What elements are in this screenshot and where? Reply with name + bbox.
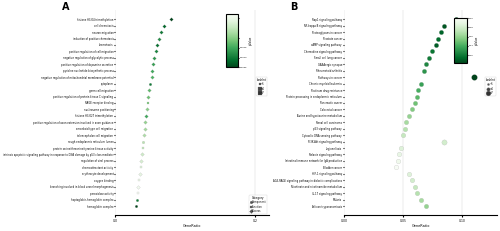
- Point: [138, 159, 145, 163]
- Point: [405, 172, 413, 176]
- Point: [133, 198, 141, 201]
- Point: [416, 82, 424, 85]
- Point: [142, 114, 150, 118]
- Point: [408, 178, 416, 182]
- Point: [414, 88, 422, 92]
- Point: [410, 101, 418, 105]
- Point: [405, 114, 413, 118]
- Point: [470, 75, 478, 79]
- Point: [396, 153, 404, 156]
- Point: [135, 178, 143, 182]
- Point: [422, 62, 430, 66]
- Point: [167, 17, 175, 21]
- Point: [157, 30, 165, 34]
- X-axis label: GeneRatio: GeneRatio: [412, 224, 430, 228]
- Point: [160, 24, 168, 27]
- Point: [148, 69, 156, 73]
- Point: [138, 146, 146, 150]
- Point: [410, 185, 418, 188]
- Point: [149, 62, 157, 66]
- Point: [144, 95, 152, 98]
- X-axis label: GeneRatio: GeneRatio: [183, 224, 202, 228]
- Point: [402, 120, 410, 124]
- Point: [399, 133, 407, 137]
- Point: [413, 191, 421, 195]
- Point: [145, 88, 153, 92]
- Point: [402, 127, 409, 131]
- Point: [394, 159, 402, 163]
- Point: [150, 56, 158, 60]
- Point: [434, 37, 442, 40]
- Point: [154, 37, 162, 40]
- Point: [392, 166, 400, 169]
- Point: [440, 24, 448, 27]
- Point: [146, 82, 154, 85]
- Point: [136, 166, 144, 169]
- Point: [148, 75, 156, 79]
- Point: [136, 172, 144, 176]
- Point: [132, 204, 140, 208]
- Point: [396, 146, 404, 150]
- Point: [408, 108, 416, 111]
- Point: [440, 140, 448, 143]
- Point: [422, 204, 430, 208]
- Point: [416, 198, 424, 201]
- Point: [425, 56, 433, 60]
- Text: A: A: [62, 2, 70, 12]
- Point: [420, 69, 428, 73]
- Point: [134, 191, 142, 195]
- Point: [138, 153, 146, 156]
- Point: [154, 43, 162, 47]
- Point: [152, 50, 160, 53]
- Point: [140, 127, 148, 131]
- Point: [144, 101, 152, 105]
- Point: [143, 108, 151, 111]
- Point: [140, 133, 148, 137]
- Point: [432, 43, 440, 47]
- Point: [142, 120, 150, 124]
- Point: [436, 30, 444, 34]
- Point: [428, 50, 436, 53]
- Point: [413, 95, 421, 98]
- Legend: Component, Function, Process: Component, Function, Process: [250, 195, 268, 214]
- Point: [134, 185, 142, 188]
- Point: [452, 17, 460, 21]
- Legend: +1, +4, +7: +1, +4, +7: [484, 77, 496, 96]
- Point: [140, 140, 147, 143]
- Text: B: B: [290, 2, 298, 12]
